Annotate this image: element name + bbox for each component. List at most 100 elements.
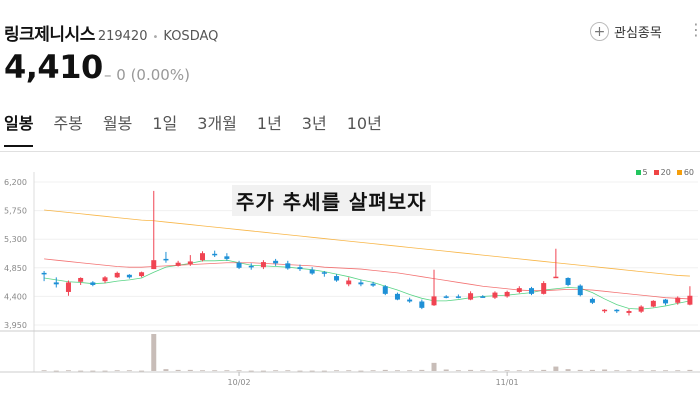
separator-dot: • — [152, 32, 159, 43]
candle-body — [358, 282, 364, 285]
candle-body — [541, 283, 547, 294]
volume-bar — [626, 370, 632, 372]
tab-5[interactable]: 1년 — [256, 114, 282, 133]
volume-bar — [151, 334, 157, 371]
volume-bar — [175, 369, 181, 371]
volume-bar — [297, 370, 303, 372]
volume-bar — [516, 370, 522, 372]
candle-body — [394, 293, 400, 300]
volume-bar — [285, 370, 291, 372]
volume-bar — [394, 370, 400, 372]
candle-body — [516, 288, 522, 292]
tab-2[interactable]: 월봉 — [102, 114, 133, 133]
stock-header: 링크제니시스 219420 • KOSDAQ — [4, 20, 218, 45]
volume-bar — [529, 370, 534, 372]
tab-4[interactable]: 3개월 — [197, 114, 237, 133]
volume-bar — [675, 370, 681, 372]
volume-bar — [248, 370, 254, 372]
volume-bar — [602, 369, 608, 371]
candle-body — [187, 261, 193, 264]
volume-bar — [200, 370, 205, 372]
candle-body — [480, 296, 486, 298]
tab-6[interactable]: 3년 — [301, 114, 327, 133]
volume-bar — [53, 370, 59, 372]
volume-bar — [114, 370, 120, 372]
volume-bar — [687, 369, 693, 371]
x-tick-label: 10/02 — [228, 378, 251, 387]
candle-body — [114, 272, 120, 278]
volume-bar — [553, 366, 559, 371]
tab-3[interactable]: 1일 — [152, 114, 178, 133]
volume-bar — [480, 370, 486, 372]
period-tabs: 일봉 주봉 월봉 1일 3개월 1년 3년 10년 — [4, 110, 402, 147]
volume-bar — [309, 370, 315, 372]
tab-0[interactable]: 일봉 — [4, 110, 34, 147]
candle-body — [260, 262, 266, 268]
candle-body — [163, 258, 169, 261]
volume-bar — [212, 370, 218, 372]
y-tick-label: 5,300 — [4, 235, 27, 244]
candle-body — [419, 301, 425, 308]
candle-body — [102, 277, 108, 282]
volume-bar — [41, 370, 47, 372]
volume-bar — [431, 362, 437, 371]
volume-bar — [407, 370, 413, 372]
candle-body — [468, 293, 474, 300]
legend-swatch — [653, 170, 659, 175]
candle-body — [565, 277, 571, 285]
legend-label: 60 — [683, 168, 694, 177]
legend-swatch — [635, 170, 641, 175]
x-tick-label: 11/01 — [496, 378, 519, 387]
candle-body — [492, 292, 498, 298]
add-watchlist-button[interactable]: + 관심종목 — [590, 22, 662, 41]
candle-body — [126, 274, 132, 278]
volume-bar — [163, 369, 169, 371]
candle-body — [407, 299, 413, 302]
more-menu-icon[interactable]: ⋮ — [688, 20, 700, 39]
candle-body — [602, 309, 608, 312]
candle-body — [443, 296, 449, 298]
candle-body — [53, 282, 59, 285]
candle-body — [431, 296, 437, 306]
divider — [0, 151, 700, 152]
volume-bar — [78, 370, 84, 372]
candle-body — [212, 253, 218, 256]
candle-body — [200, 253, 205, 261]
ma-line-60 — [44, 209, 690, 277]
volume-bar — [419, 369, 425, 371]
candle-body — [175, 262, 181, 266]
candle-body — [273, 260, 279, 264]
legend-item-5: 5 — [635, 168, 648, 177]
volume-bar — [90, 370, 96, 372]
volume-bar — [224, 370, 230, 372]
candle-body — [663, 299, 669, 304]
price-change: – 0 (0.00%) — [104, 66, 190, 84]
candle-body — [334, 276, 340, 281]
stock-code: 219420 — [97, 29, 148, 44]
price-chart[interactable]: 6,200 5,750 5,300 4,850 4,400 3,950 10/02 11/01 — [0, 152, 700, 400]
candle-body — [346, 280, 352, 285]
tab-7[interactable]: 10년 — [346, 114, 382, 133]
candle-body — [577, 285, 583, 296]
plus-icon: + — [590, 22, 609, 41]
candle-body — [41, 272, 47, 275]
volume-bar — [334, 370, 340, 372]
y-tick-label: 3,950 — [4, 321, 27, 330]
volume-bar — [187, 369, 193, 371]
candle-body — [224, 256, 230, 259]
candle-body — [285, 263, 291, 269]
candle-body — [529, 288, 534, 294]
volume-bar — [577, 369, 583, 371]
volume-bar — [504, 370, 510, 372]
candle-body — [65, 282, 71, 292]
volume-bar — [370, 370, 376, 372]
candle-body — [553, 276, 559, 279]
candle-body — [139, 272, 145, 277]
y-tick-label: 4,850 — [4, 264, 27, 273]
volume-bar — [273, 370, 279, 372]
tab-1[interactable]: 주봉 — [53, 114, 83, 133]
volume-bar — [139, 370, 145, 372]
volume-bar — [236, 370, 242, 372]
candle-body — [370, 283, 376, 286]
stock-name: 링크제니시스 — [4, 25, 95, 45]
